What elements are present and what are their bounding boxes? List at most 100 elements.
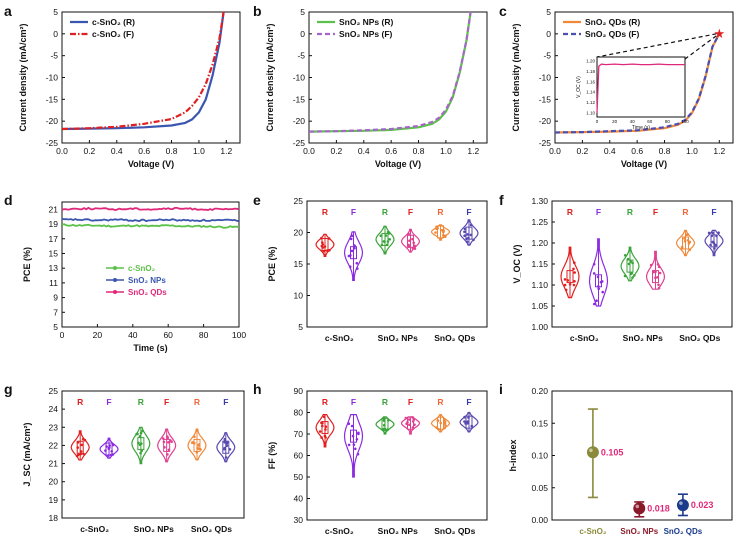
violin-point	[717, 231, 720, 234]
legend-label: SnO₂ NPs (F)	[339, 29, 393, 39]
violin-point	[139, 451, 142, 455]
violin-point	[443, 235, 447, 239]
violin-point	[657, 283, 660, 287]
jv-curve	[554, 33, 721, 134]
violin-point	[467, 416, 470, 419]
violin-point	[228, 448, 232, 451]
violin-box	[163, 438, 171, 452]
violin-box	[465, 226, 473, 240]
inset-y-tick-label: 1.18	[586, 69, 595, 74]
violin-point	[572, 267, 575, 271]
violin-body	[588, 238, 609, 307]
y-tick-label: 40	[294, 494, 304, 504]
violin-point	[412, 241, 416, 245]
violin-point	[356, 267, 359, 270]
violin-point	[353, 244, 356, 247]
violin-point	[687, 242, 691, 245]
y-tick-label: 1.25	[531, 217, 548, 227]
y-tick-label: -20	[293, 116, 306, 126]
violin-point	[407, 418, 411, 421]
violin-point	[110, 450, 113, 453]
violin-point	[355, 261, 359, 265]
inset-y-tick-label: 1.14	[586, 90, 595, 95]
x-tick-label: 0.8	[659, 146, 671, 156]
violin-point	[685, 233, 688, 237]
rf-label: R	[138, 397, 144, 407]
y-tick-label: 10	[294, 291, 304, 301]
y-tick-label: 0.20	[531, 386, 548, 396]
violin-point	[442, 230, 445, 234]
violin-body	[216, 432, 236, 463]
violin-point	[162, 440, 166, 444]
y-tick-label: 0.05	[531, 483, 548, 493]
violin-point	[680, 247, 684, 250]
rf-label: F	[466, 207, 471, 217]
violin-point	[688, 248, 691, 251]
legend-label: SnO₂ QDs (F)	[585, 29, 639, 39]
group-label: SnO₂ NPs	[623, 333, 663, 343]
y-tick-label: 19	[49, 219, 59, 229]
violin-point	[411, 420, 415, 423]
y-tick-label: 21	[49, 459, 59, 469]
y-axis-label: FF (%)	[267, 442, 277, 470]
hindex-point-highlight	[679, 501, 683, 505]
violin-point	[355, 438, 359, 441]
violin-point	[573, 280, 576, 283]
y-axis-label: Current density (mA/cm²)	[511, 23, 521, 131]
violin-point	[654, 276, 657, 280]
violin-point	[138, 435, 142, 438]
rf-label: F	[223, 397, 228, 407]
violin-point	[108, 444, 111, 447]
y-tick-label: 5	[53, 322, 58, 332]
violin-point	[469, 223, 473, 227]
y-tick-label: 15	[294, 259, 304, 269]
inset-pointer	[596, 33, 717, 58]
panel-h: h 90 80 70 60 50 40 30 FF (%) c-SnO₂ R F SnO₂ NPs R F S…	[253, 381, 488, 536]
y-tick-label: 18	[49, 513, 59, 523]
group-label: SnO₂ QDs	[191, 524, 232, 534]
violin-body	[343, 414, 364, 478]
violin-point	[463, 415, 466, 419]
violin-point	[631, 276, 634, 279]
y-tick-label: -15	[293, 94, 306, 104]
x-tick-label: 0.2	[330, 146, 342, 156]
violin-point	[714, 243, 717, 247]
violin-point	[199, 448, 202, 451]
violin-box	[710, 234, 718, 248]
panel-f: f 1.30 1.25 1.20 1.15 1.10 1.05 1.00 V_OC (V) c-S…	[499, 192, 733, 343]
violin-body	[375, 416, 395, 435]
y-tick-label: -10	[293, 73, 306, 83]
violin-point	[683, 240, 687, 243]
y-tick-label: -10	[46, 73, 59, 83]
violin-point	[193, 441, 196, 445]
y-tick-label: 17	[49, 234, 59, 244]
violin-point	[347, 254, 351, 258]
y-tick-label: -25	[46, 138, 59, 148]
y-tick-label: 1.05	[531, 301, 548, 311]
y-tick-label: 1.15	[531, 259, 548, 269]
violin-point	[411, 426, 415, 429]
violin-point	[321, 246, 325, 249]
value-label: 0.105	[601, 447, 624, 457]
violin-point	[407, 245, 411, 248]
panel-letter: a	[4, 3, 12, 19]
violin-point	[322, 249, 326, 253]
violin-point	[104, 449, 107, 452]
x-axis-label: Voltage (V)	[375, 159, 421, 169]
violin-point	[165, 435, 169, 438]
rf-label: F	[711, 207, 716, 217]
y-tick-label: -25	[293, 138, 306, 148]
violin-point	[566, 279, 570, 282]
panel-c: c 5 0 -5 -10 -15 -20 -250.0 0.2 0.4 0.6 0.8 1.0 1.2 Cu…	[499, 3, 734, 169]
violin-body	[157, 428, 177, 463]
violin-point	[384, 234, 388, 237]
panel-letter: c	[499, 3, 507, 19]
violin-point	[463, 230, 466, 234]
x-tick-label: 1.2	[220, 146, 232, 156]
violin-point	[633, 274, 636, 277]
y-tick-label: 80	[294, 408, 304, 418]
rf-label: R	[382, 207, 388, 217]
violin-body	[187, 428, 207, 461]
inset-x-tick-label: 60	[647, 119, 653, 124]
violin-point	[79, 452, 82, 456]
